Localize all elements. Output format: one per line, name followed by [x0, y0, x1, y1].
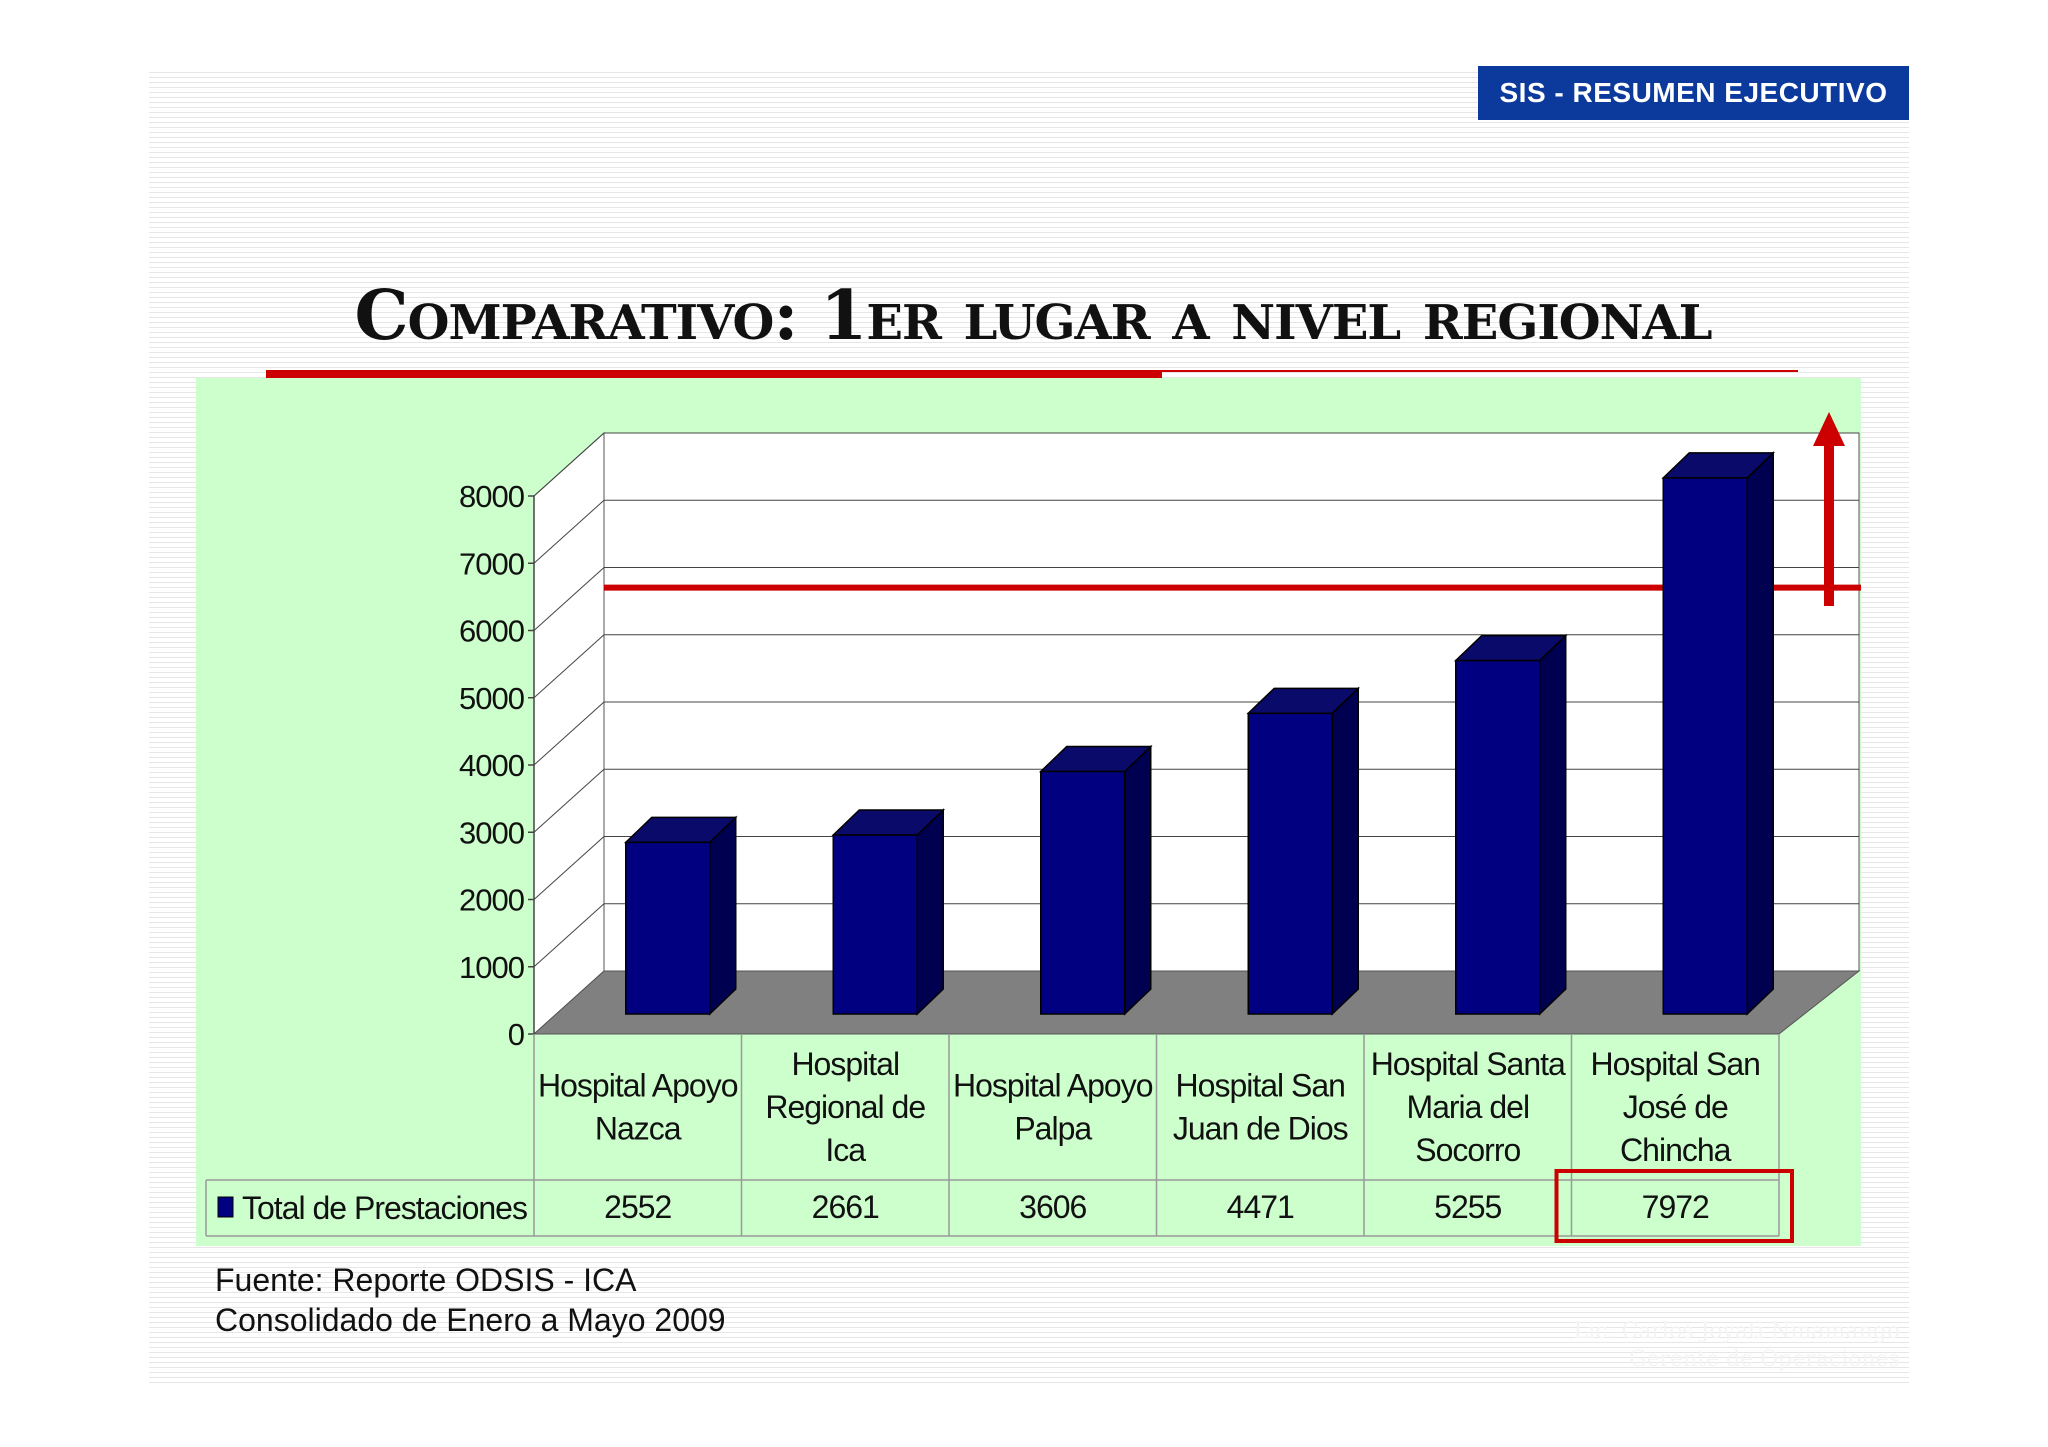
- category-label: Nazca: [595, 1111, 682, 1147]
- bar: [1662, 477, 1748, 1015]
- header-badge: SIS - RESUMEN EJECUTIVO: [1478, 66, 1909, 120]
- gridline-side: [533, 634, 605, 699]
- bar: [1247, 712, 1333, 1015]
- bar: [625, 841, 711, 1015]
- category-label: Hospital: [791, 1046, 899, 1082]
- gridline-side: [533, 836, 605, 900]
- category-label: José de: [1623, 1089, 1728, 1125]
- data-label: 4471: [1227, 1189, 1294, 1225]
- bar-side: [1746, 451, 1774, 1016]
- chart-panel: 0 1000 2000 3000 4000 5000 6000 7000 8000 Hospita…: [196, 378, 1861, 1246]
- category-label: Hospital San: [1176, 1068, 1345, 1104]
- legend-label: Total de Prestaciones: [242, 1190, 527, 1226]
- title-underline-thin: [1162, 370, 1798, 372]
- bar-side: [1539, 633, 1567, 1016]
- gridline-side: [533, 768, 605, 833]
- category-label: Ica: [825, 1132, 866, 1168]
- category-label: Socorro: [1415, 1132, 1520, 1168]
- y-tick-label: 5000: [459, 681, 525, 716]
- data-label: 3606: [1019, 1189, 1086, 1225]
- y-tick-label: 1000: [459, 950, 525, 985]
- watermark-name: Lic. Carlos Joyati Ninamango: [1573, 1319, 1900, 1344]
- y-tick-label: 4000: [459, 748, 525, 783]
- gridline-side: [533, 432, 605, 497]
- bar: [1455, 659, 1541, 1015]
- bar-side: [1331, 686, 1359, 1016]
- gridline-side: [533, 499, 605, 564]
- category-label: Hospital Santa: [1371, 1046, 1566, 1082]
- page-title: Comparativo: 1er lugar a nivel regional: [354, 276, 1713, 356]
- category-label: Palpa: [1014, 1111, 1092, 1147]
- y-tick-label: 6000: [459, 614, 525, 649]
- bar-side: [916, 808, 944, 1016]
- y-tick-label: 2000: [459, 883, 525, 918]
- data-label: 2661: [812, 1189, 879, 1225]
- category-label: Hospital San: [1591, 1046, 1760, 1082]
- gridline-side: [533, 701, 605, 766]
- footnote-source: Fuente: Reporte ODSIS - ICA: [215, 1262, 637, 1298]
- category-label: Hospital Apoyo: [538, 1068, 738, 1104]
- bar-side: [1124, 744, 1152, 1016]
- category-label: Chincha: [1620, 1132, 1732, 1168]
- category-label: Regional de: [765, 1089, 925, 1125]
- header-badge-text: SIS - RESUMEN EJECUTIVO: [1499, 77, 1888, 108]
- data-label: 5255: [1434, 1189, 1501, 1225]
- y-tick-label: 7000: [459, 546, 525, 581]
- footnote-period: Consolidado de Enero a Mayo 2009: [215, 1302, 726, 1338]
- data-label: 7972: [1642, 1189, 1709, 1225]
- up-arrow-head: [1813, 412, 1845, 446]
- data-label: 2552: [604, 1189, 671, 1225]
- bar: [832, 834, 918, 1015]
- gridline-side: [533, 903, 605, 968]
- watermark: Lic. Carlos Joyati Ninamango Gerente de …: [1530, 1318, 1900, 1374]
- highlight-box: [1554, 1169, 1794, 1243]
- bar: [1040, 770, 1126, 1015]
- bar-side: [709, 815, 737, 1016]
- y-tick-label: 3000: [459, 815, 525, 850]
- legend-swatch: [217, 1196, 234, 1218]
- category-label: Hospital Apoyo: [953, 1068, 1153, 1104]
- y-tick-label: 0: [508, 1017, 525, 1052]
- y-tick-label: 8000: [459, 479, 525, 514]
- gridline-side: [533, 567, 605, 631]
- category-label: Juan de Dios: [1173, 1111, 1348, 1147]
- watermark-role: Gerente de Operaciones: [1628, 1347, 1900, 1372]
- bar-chart: 0 1000 2000 3000 4000 5000 6000 7000 8000 Hospita…: [205, 412, 1861, 1243]
- title-underline: [266, 370, 1162, 379]
- category-label: Maria del: [1406, 1089, 1529, 1125]
